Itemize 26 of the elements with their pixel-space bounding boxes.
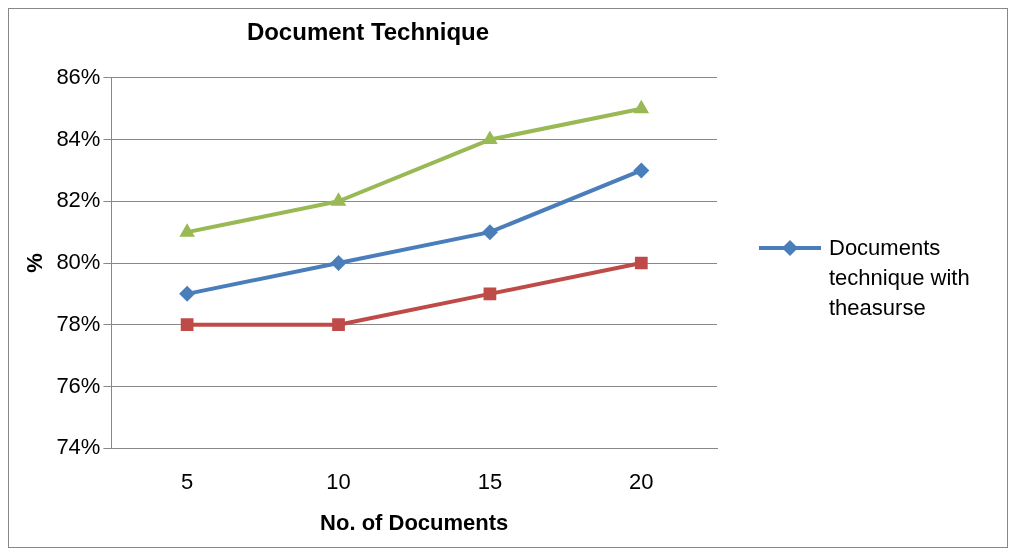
- y-tick-label: 74%: [56, 434, 101, 460]
- chart-title: Document Technique: [246, 18, 490, 46]
- y-tick-label: 84%: [56, 125, 101, 151]
- point: [482, 130, 498, 145]
- y-tick-label: 78%: [56, 310, 101, 336]
- x-tick-label: 5: [181, 469, 194, 495]
- x-tick-label: 10: [326, 469, 351, 495]
- x-tick-label: 15: [477, 469, 503, 495]
- point: [330, 192, 347, 206]
- point: [634, 256, 648, 270]
- y-tick-label: 86%: [56, 63, 101, 89]
- y-tick-label: 82%: [56, 187, 101, 213]
- point: [481, 224, 498, 241]
- y-tick-label: 80%: [56, 249, 101, 275]
- point: [179, 223, 195, 237]
- y-axis-title: %: [22, 253, 48, 273]
- x-axis-title: No. of Documents: [320, 509, 509, 535]
- point: [332, 318, 345, 332]
- x-tick-label: 20: [629, 469, 654, 495]
- y-tick-label: 76%: [56, 372, 101, 398]
- point: [179, 285, 196, 302]
- legend-label: Documents technique with theasurse: [829, 234, 971, 322]
- point: [180, 318, 194, 332]
- point: [633, 162, 650, 179]
- point: [330, 255, 347, 271]
- point: [633, 99, 650, 114]
